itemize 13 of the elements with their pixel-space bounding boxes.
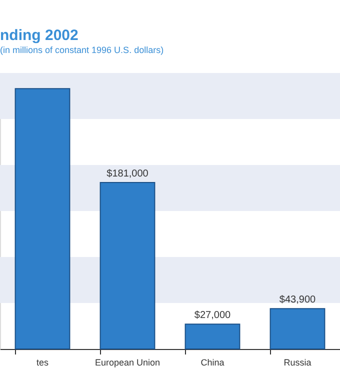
- bar: [100, 182, 156, 350]
- chart-title: nding 2002: [0, 27, 78, 44]
- bar: [270, 308, 326, 350]
- x-tick-label: China: [200, 358, 224, 368]
- data-label: $43,900: [279, 294, 316, 306]
- chart-subtitle: (in millions of constant 1996 U.S. dollars): [0, 45, 164, 55]
- data-label: $181,000: [106, 168, 149, 180]
- bar: [184, 324, 240, 350]
- x-tick-label: European Union: [94, 358, 160, 368]
- bar: [14, 88, 70, 350]
- x-tick-label: Russia: [284, 358, 312, 368]
- x-tick-label: tes: [36, 358, 49, 368]
- data-label: $27,000: [194, 310, 232, 322]
